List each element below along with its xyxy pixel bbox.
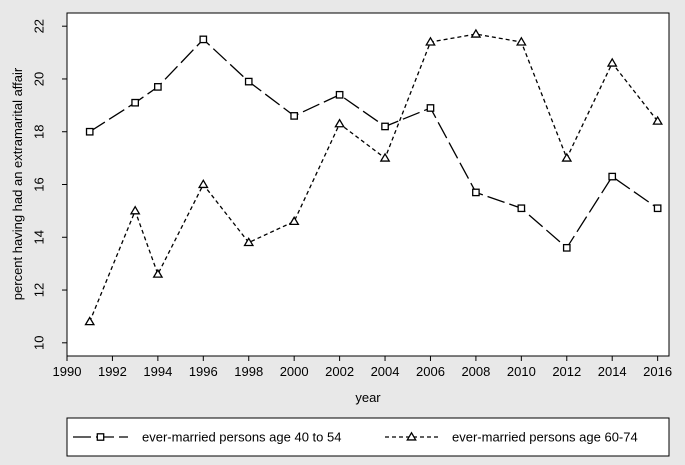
x-tick-label: 2000 — [280, 364, 309, 379]
plot-area — [66, 12, 670, 357]
y-tick-label: 18 — [32, 124, 47, 138]
x-axis: 1990 1992 1994 1996 1998 2000 2002 2004 2006 2008… — [53, 356, 672, 379]
y-tick-label: 16 — [32, 177, 47, 191]
x-tick-label: 2010 — [507, 364, 536, 379]
series-1 — [85, 35, 662, 252]
x-tick-label: 2002 — [325, 364, 354, 379]
data-point-triangle — [652, 115, 663, 125]
y-tick-label: 22 — [32, 19, 47, 33]
data-point-triangle — [334, 118, 345, 128]
data-point-triangle — [406, 431, 417, 441]
legend: ever-married persons age 40 to 54 ever-ma… — [73, 430, 638, 445]
legend-label: ever-married persons age 40 to 54 — [142, 430, 341, 445]
data-point-triangle — [152, 268, 164, 278]
y-tick-label: 12 — [32, 283, 47, 297]
x-tick-label: 1990 — [53, 364, 82, 379]
legend-label: ever-married persons age 60-74 — [452, 430, 638, 445]
data-point-triangle — [288, 215, 300, 226]
x-tick-label: 1998 — [234, 364, 263, 379]
data-point-square — [335, 90, 344, 99]
data-point-square — [472, 188, 480, 197]
x-axis-title: year — [355, 390, 381, 405]
series-line — [89, 38, 659, 249]
data-point-triangle — [516, 36, 527, 46]
y-axis-title: percent having had an extramarital affai… — [10, 67, 25, 300]
data-point-triangle — [470, 28, 482, 38]
legend-item: ever-married persons age 40 to 54 — [73, 430, 341, 445]
data-point-triangle — [606, 57, 618, 67]
data-point-triangle — [197, 179, 209, 189]
x-tick-label: 2012 — [552, 364, 581, 379]
x-tick-label: 2004 — [371, 364, 400, 379]
data-point-square — [426, 104, 435, 112]
series-line — [89, 33, 659, 322]
data-point-triangle — [84, 316, 96, 326]
data-point-square — [608, 172, 617, 181]
data-point-square — [199, 35, 208, 44]
x-tick-label: 2016 — [643, 364, 672, 379]
data-point-square — [653, 204, 662, 213]
x-tick-label: 1996 — [189, 364, 218, 379]
data-point-square — [290, 112, 299, 120]
data-point-triangle — [425, 36, 436, 46]
legend-item: ever-married persons age 60-74 — [385, 430, 638, 445]
data-point-square — [562, 243, 571, 252]
x-tick-label: 1992 — [98, 364, 127, 379]
y-tick-label: 14 — [32, 230, 47, 244]
data-point-square — [244, 77, 253, 86]
y-tick-label: 20 — [32, 72, 47, 86]
data-point-square — [381, 122, 389, 131]
legend-box — [66, 417, 670, 457]
data-point-square — [517, 204, 526, 213]
data-point-triangle — [561, 152, 573, 162]
x-tick-label: 2006 — [416, 364, 445, 379]
data-point-square — [96, 433, 105, 441]
y-tick-label: 10 — [32, 336, 47, 350]
data-point-triangle — [243, 237, 255, 247]
data-point-square — [131, 98, 140, 107]
data-point-triangle — [379, 152, 391, 162]
series-2 — [84, 28, 663, 326]
data-point-square — [85, 127, 94, 136]
y-axis: 10 12 14 16 18 20 22 — [32, 19, 67, 350]
data-point-square — [154, 83, 162, 91]
x-tick-label: 2014 — [598, 364, 627, 379]
series-layer — [84, 28, 663, 326]
x-tick-label: 1994 — [143, 364, 172, 379]
data-point-triangle — [129, 205, 141, 215]
x-tick-label: 2008 — [461, 364, 490, 379]
